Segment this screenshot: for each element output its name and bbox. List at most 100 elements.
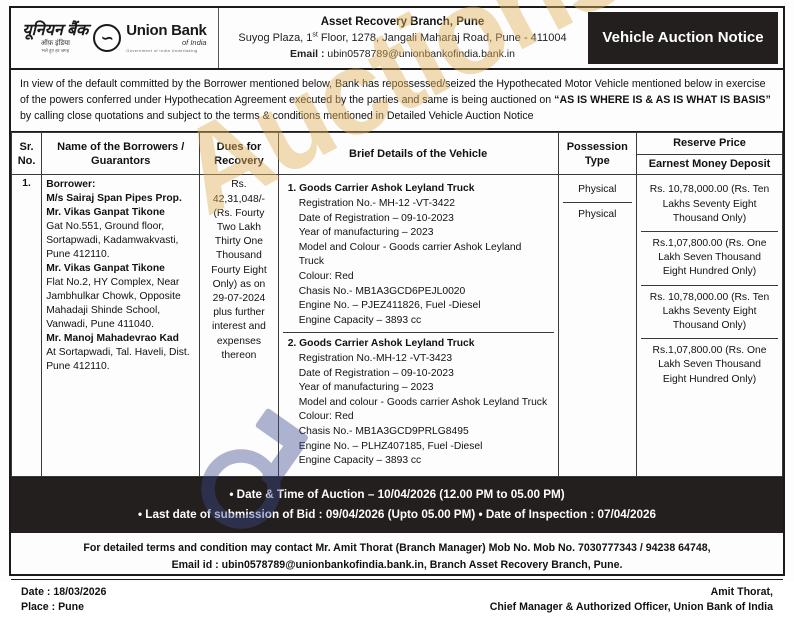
vehicle-engine-capacity-2: Engine Capacity – 3893 cc — [298, 455, 422, 467]
borrower-label: Borrower: — [46, 179, 96, 191]
logo-hindi-tag: भले हुए हर जगह — [41, 47, 69, 53]
th-reserve-price: Reserve Price — [637, 133, 782, 155]
reserve-price-2: Rs. 10,78,000.00 (Rs. Ten Lakhs Seventy … — [649, 291, 770, 331]
footer: Date : 18/03/2026 Place : Pune Amit Thor… — [11, 580, 783, 620]
union-bank-mark-icon: ∽ — [93, 24, 122, 52]
auction-date-time: • Date & Time of Auction – 10/04/2026 (1… — [229, 487, 565, 501]
notice-title-badge: Vehicle Auction Notice — [588, 12, 778, 64]
guarantor2-name: Mr. Manoj Mahadevrao Kad — [46, 333, 179, 345]
branch-name: Asset Recovery Branch, Pune — [320, 15, 485, 28]
vehicle-name-1: Goods Carrier Ashok Leyland Truck — [299, 183, 475, 195]
cell-sr-no: 1. — [10, 174, 43, 477]
logo-english-sub: of India — [182, 37, 207, 47]
borrower-name: M/s Sairaj Span Pipes Prop. Mr. Vikas Ga… — [46, 193, 182, 219]
logo-hindi-main: यूनियन बैंक — [22, 21, 89, 39]
logo-hindi-text: यूनियन बैंक ऑफ़ इंडिया भले हुए हर जगह — [22, 21, 89, 54]
auction-table: Sr. No. Name of the Borrowers / Guaranto… — [10, 132, 783, 477]
footer-place: Place : Pune — [21, 601, 84, 614]
th-sr-line2: No. — [17, 154, 36, 167]
auction-dates-banner: • Date & Time of Auction – 10/04/2026 (1… — [11, 476, 783, 533]
vehicle-engine-capacity-1: Engine Capacity – 3893 cc — [298, 314, 422, 326]
contact-line-2: Email id : ubin0578789@unionbankofindia.… — [171, 558, 623, 571]
emd-1: Rs.1,07,800.00 (Rs. One Lakh Seven Thous… — [641, 230, 778, 285]
vehicle-chassis-no-2: Chasis No.- MB1A3GCD9PRLG8495 — [298, 426, 469, 438]
table-row: 1. Borrower: M/s Sairaj Span Pipes Prop.… — [10, 174, 783, 477]
branch-address: Suyog Plaza, 1st Floor, 1278, Jangali Ma… — [238, 30, 566, 47]
vehicle-colour-2: Colour: Red — [298, 411, 354, 423]
intro-paragraph: In view of the default committed by the … — [11, 70, 783, 133]
logo-english-tag: Government of India Undertaking — [126, 47, 198, 53]
cell-vehicle-details: 1. Goods Carrier Ashok Leyland Truck Reg… — [277, 174, 559, 477]
address-prefix: Suyog Plaza, 1 — [238, 32, 313, 45]
price-group-1: Rs. 10,78,000.00 (Rs. Ten Lakhs Seventy … — [641, 178, 778, 284]
cell-reserve-price-emd: Rs. 10,78,000.00 (Rs. Ten Lakhs Seventy … — [636, 174, 783, 477]
logo-english-text: Union Bank of India Government of India … — [126, 22, 207, 53]
possession-type-2: Physical — [562, 201, 633, 227]
signatory-name: Amit Thorat, — [710, 585, 773, 598]
branch-address-block: Asset Recovery Branch, Pune Suyog Plaza,… — [219, 8, 586, 68]
address-ordinal: st — [312, 31, 318, 39]
vehicle-engine-no-1: Engine No. – PJEZ411826, Fuel -Diesel — [298, 300, 481, 312]
bank-logo: यूनियन बैंक ऑफ़ इंडिया भले हुए हर जगह ∽ … — [11, 8, 219, 68]
auction-bid-inspection-dates: • Last date of submission of Bid : 09/04… — [137, 507, 657, 521]
vehicle-entry: 1. Goods Carrier Ashok Leyland Truck Reg… — [283, 178, 554, 332]
vehicle-year-of-manufacturing-2: Year of manufacturing – 2023 — [298, 382, 434, 394]
guarantor2-address: At Sortapwadi, Tal. Haveli, Dist. Pune 4… — [46, 347, 190, 373]
th-sr-no: Sr. No. — [10, 132, 43, 176]
logo-english-main: Union Bank — [126, 22, 207, 40]
email-label: Email : — [290, 47, 325, 60]
cell-possession-type: Physical Physical — [557, 174, 638, 477]
auction-notice-page: AuctionsIndia यूनियन बैंक ऑफ़ इंडिया भले… — [9, 0, 794, 614]
footer-date: Date : 18/03/2026 — [21, 585, 107, 598]
contact-line-1: For detailed terms and condition may con… — [83, 541, 711, 554]
vehicle-entry: 2. Goods Carrier Ashok Leyland Truck Reg… — [282, 332, 554, 472]
price-group-2: Rs. 10,78,000.00 (Rs. Ten Lakhs Seventy … — [641, 284, 778, 392]
address-suffix: Floor, 1278, Jangali Maharaj Road, Pune … — [317, 32, 567, 45]
cell-borrower-details: Borrower: M/s Sairaj Span Pipes Prop. Mr… — [41, 174, 201, 477]
intro-part1: In view of the default committed by the … — [20, 78, 766, 107]
vehicle-body-1: Registration No.- MH-12 -VT-3422 Date of… — [288, 197, 549, 328]
vehicle-index-1: 1. — [287, 183, 297, 195]
header: यूनियन बैंक ऑफ़ इंडिया भले हुए हर जगह ∽ … — [11, 8, 783, 70]
vehicle-body-2: Registration No.-MH-12 -VT-3423 Date of … — [288, 352, 549, 469]
footer-left: Date : 18/03/2026 Place : Pune — [21, 585, 106, 617]
emd-2: Rs.1,07,800.00 (Rs. One Lakh Seven Thous… — [641, 338, 778, 392]
possession-type-1: Physical — [578, 184, 617, 196]
vehicle-index-2: 2. — [287, 338, 297, 350]
th-borrower-name: Name of the Borrowers / Guarantors — [41, 132, 201, 176]
vehicle-engine-no-2: Engine No. – PLHZ407185, Fuel -Diesel — [298, 440, 483, 452]
logo-hindi-sub: ऑफ़ इंडिया — [40, 39, 70, 47]
vehicle-date-of-registration-1: Date of Registration – 09-10-2023 — [298, 212, 454, 224]
cell-dues-for-recovery: Rs. 42,31,048/- (Rs. Fourty Two Lakh Thi… — [199, 174, 279, 477]
guarantor1-address: Flat No.2, HY Complex, Near Jambhulkar C… — [46, 277, 181, 331]
th-dues: Dues for Recovery — [199, 132, 279, 176]
table-header-row: Sr. No. Name of the Borrowers / Guaranto… — [10, 132, 783, 176]
th-emd: Earnest Money Deposit — [648, 157, 771, 170]
intro-bold-terms: “AS IS WHERE IS & AS IS WHAT IS BASIS” — [554, 94, 771, 107]
email-value: ubin0578789@unionbankofindia.bank.in — [324, 47, 515, 60]
guarantor1-name: Mr. Vikas Ganpat Tikone — [46, 263, 165, 275]
vehicle-colour-1: Colour: Red — [298, 270, 354, 282]
th-vehicle-details: Brief Details of the Vehicle — [277, 132, 559, 176]
vehicle-name-2: Goods Carrier Ashok Leyland Truck — [299, 338, 475, 350]
th-reserve-price-emd: Reserve Price Earnest Money Deposit — [636, 132, 783, 176]
footer-right: Amit Thorat, Chief Manager & Authorized … — [490, 585, 773, 617]
borrower-address: Gat No.551, Ground floor, Sortapwadi, Ka… — [46, 221, 179, 261]
vehicle-model-and-colour-1: Model and Colour - Goods carrier Ashok L… — [298, 241, 522, 268]
vehicle-registration-no-1: Registration No.- MH-12 -VT-3422 — [298, 197, 455, 209]
vehicle-model-and-colour-2: Model and colour - Goods carrier Ashok L… — [298, 396, 548, 408]
vehicle-title-1: 1. Goods Carrier Ashok Leyland Truck — [288, 182, 549, 197]
vehicle-date-of-registration-2: Date of Registration – 09-10-2023 — [298, 367, 454, 379]
vehicle-chassis-no-1: Chasis No.- MB1A3GCD6PEJL0020 — [298, 285, 466, 297]
branch-email-line: Email : ubin0578789@unionbankofindia.ban… — [290, 47, 515, 63]
vehicle-title-2: 2. Goods Carrier Ashok Leyland Truck — [288, 337, 549, 352]
th-possession-type: Possession Type — [557, 132, 638, 176]
th-sr-line1: Sr. — [19, 140, 34, 153]
vehicle-registration-no-2: Registration No.-MH-12 -VT-3423 — [298, 353, 453, 365]
notice-frame: यूनियन बैंक ऑफ़ इंडिया भले हुए हर जगह ∽ … — [9, 6, 785, 613]
signatory-title: Chief Manager & Authorized Officer, Unio… — [489, 601, 773, 614]
vehicle-year-of-manufacturing-1: Year of manufacturing – 2023 — [298, 227, 434, 239]
reserve-price-1: Rs. 10,78,000.00 (Rs. Ten Lakhs Seventy … — [649, 184, 770, 224]
intro-part2: by calling close quotations and subject … — [20, 110, 534, 123]
contact-block: For detailed terms and condition may con… — [11, 533, 783, 580]
